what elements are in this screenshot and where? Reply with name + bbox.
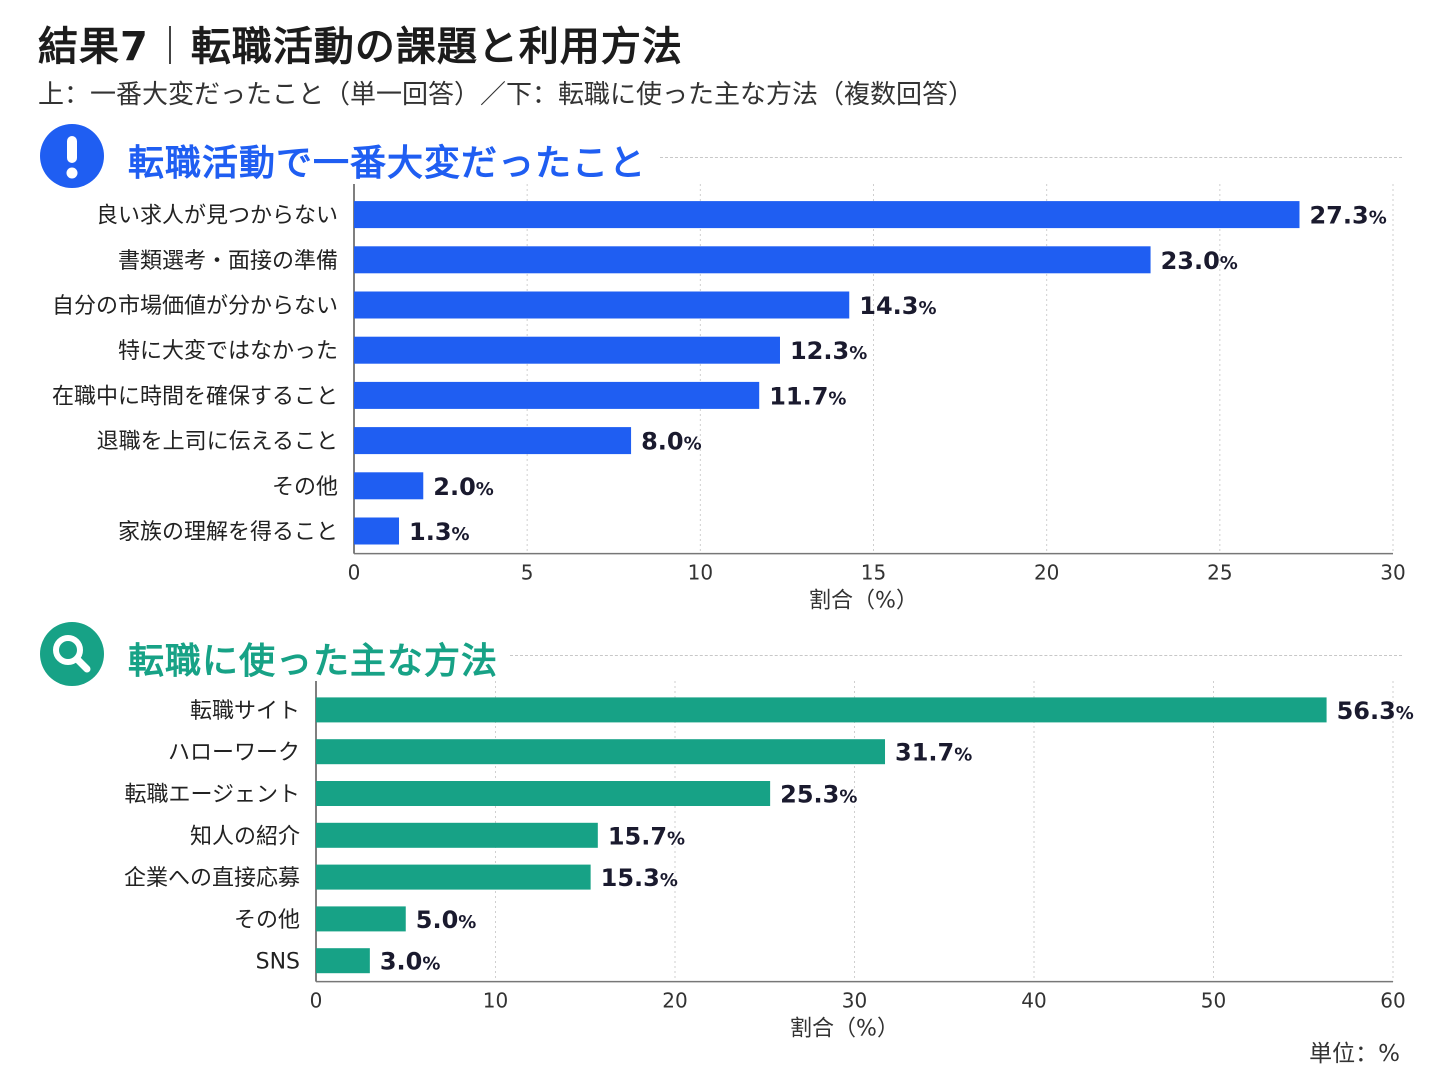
category-label: 転職エージェント [124,783,300,808]
category-label: その他 [272,475,338,500]
value-label: 8.0% [641,428,702,456]
value-label: 15.7% [608,822,685,850]
x-axis-title: 割合（%） [790,1017,899,1042]
x-tick-label: 40 [1021,989,1046,1013]
category-label: 退職を上司に伝えること [97,430,338,455]
x-tick-label: 0 [310,989,323,1013]
x-tick-label: 10 [688,561,713,585]
value-label: 11.7% [769,382,846,410]
page-title: 結果7 転職活動の課題と利用方法 [38,14,683,72]
unit-label: 単位：% [1309,1041,1400,1067]
category-label: 転職サイト [190,699,300,724]
bar [354,517,400,545]
value-label: 56.3% [1337,697,1414,725]
value-label: 31.7% [895,739,972,767]
x-tick-label: 20 [1034,561,1059,585]
x-tick-label: 5 [521,561,534,585]
bar [316,906,406,932]
category-label: 良い求人が見つからない [96,204,338,229]
bar [316,697,1327,723]
category-label: その他 [234,908,300,933]
x-tick-label: 0 [348,561,361,585]
section-header-difficulties: 転職活動で一番大変だったこと [40,124,1402,190]
category-label: 在職中に時間を確保すること [52,384,338,409]
section-title-methods: 転職に使った主な方法 [128,641,499,682]
value-label: 12.3% [790,337,867,365]
value-label: 23.0% [1161,247,1238,275]
value-label: 27.3% [1309,202,1386,230]
bar [316,822,598,848]
bar [354,336,780,364]
section-header-methods: 転職に使った主な方法 [40,622,1402,688]
exclamation-icon [40,124,104,188]
value-label: 3.0% [380,948,441,976]
bar [316,781,771,806]
x-tick-label: 20 [662,989,687,1013]
category-label: ハローワーク [168,741,300,766]
x-tick-label: 25 [1207,561,1232,585]
page-subtitle: 上：一番大変だったこと（単一回答）／下：転職に使った主な方法（複数回答） [38,80,975,110]
x-tick-label: 60 [1380,989,1405,1013]
value-label: 1.3% [409,518,470,546]
value-label: 14.3% [859,292,936,320]
category-label: 自分の市場価値が分からない [52,294,338,319]
category-label: 企業への直接応募 [124,866,300,891]
bar [316,948,370,974]
x-tick-label: 15 [861,561,886,585]
value-label: 2.0% [433,473,494,501]
bar [354,291,850,319]
bar [354,427,632,455]
bar [354,201,1300,229]
x-tick-label: 30 [842,989,867,1013]
category-label: 書類選考・面接の準備 [118,249,338,274]
value-label: 25.3% [780,781,857,809]
search-icon [40,622,104,686]
bar [354,246,1151,274]
section-divider [510,655,1402,656]
title-result-number: 結果7 [38,24,149,70]
section-title-difficulties: 転職活動で一番大変だったこと [128,143,647,184]
bar [316,864,591,890]
category-label: 家族の理解を得ること [118,520,338,545]
title-text: 転職活動の課題と利用方法 [190,24,683,70]
bar [354,381,760,409]
bar [316,739,886,765]
x-tick-label: 30 [1380,561,1405,585]
title-divider [168,26,171,64]
value-label: 5.0% [416,906,477,934]
value-label: 15.3% [601,864,678,892]
category-label: SNS [256,950,300,975]
x-axis-title: 割合（%） [809,589,918,614]
bar [354,472,424,500]
x-tick-label: 10 [483,989,508,1013]
section-divider [660,157,1402,158]
category-label: 特に大変ではなかった [118,339,338,364]
category-label: 知人の紹介 [190,824,300,849]
x-tick-label: 50 [1201,989,1226,1013]
